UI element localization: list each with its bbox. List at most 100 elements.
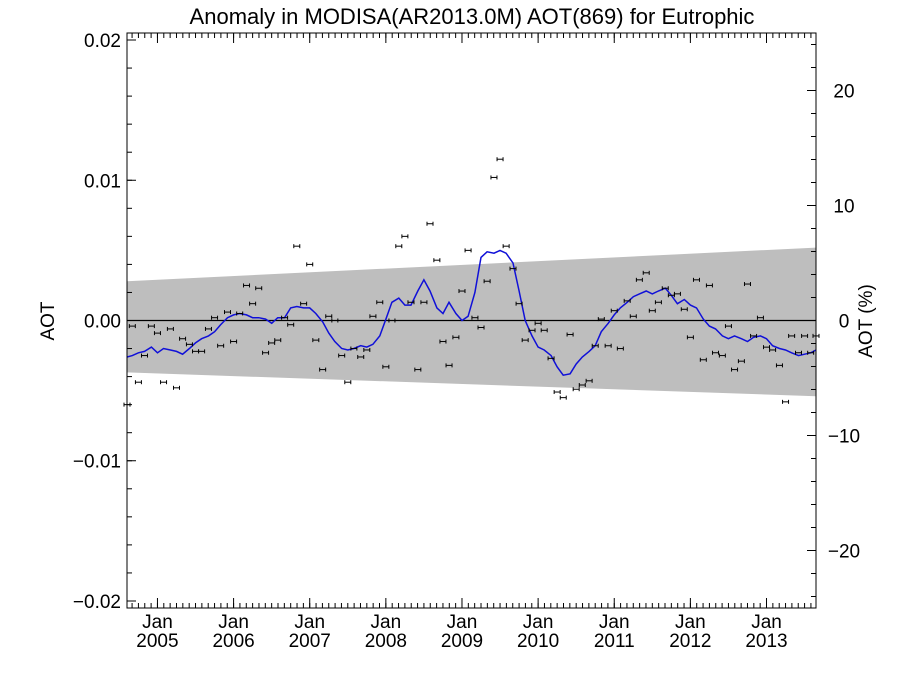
right-tick-label: −20 — [828, 542, 860, 563]
data-point — [141, 353, 149, 358]
data-point — [750, 333, 758, 338]
data-point — [604, 343, 612, 348]
data-point — [534, 321, 542, 326]
data-point — [509, 266, 517, 271]
data-point — [471, 315, 479, 320]
data-point — [217, 343, 225, 348]
monthly-points — [123, 157, 820, 407]
data-point — [566, 332, 574, 337]
data-point — [610, 308, 618, 313]
right-tick-label: 10 — [833, 197, 854, 218]
data-point — [204, 326, 212, 331]
data-point — [198, 349, 206, 354]
data-point — [401, 234, 409, 239]
x-tick-month: Jan — [523, 612, 554, 633]
left-tick-label: 0.00 — [84, 312, 121, 333]
data-point — [395, 244, 403, 249]
data-point — [737, 359, 745, 364]
data-point — [692, 277, 700, 282]
data-point — [255, 286, 263, 291]
data-point — [306, 262, 314, 267]
data-point — [312, 338, 320, 343]
x-tick-month: Jan — [294, 612, 325, 633]
data-point — [629, 314, 637, 319]
data-point — [388, 318, 396, 323]
chart-title: Anomaly in MODISA(AR2013.0M) AOT(869) fo… — [190, 4, 755, 29]
data-point — [407, 300, 415, 305]
data-point — [338, 353, 346, 358]
data-point — [477, 325, 485, 330]
x-tick-month: Jan — [751, 612, 782, 633]
left-tick-label: 0.01 — [84, 171, 121, 192]
data-point — [801, 333, 809, 338]
right-tick-label: −10 — [828, 427, 860, 448]
data-point — [357, 354, 365, 359]
data-point — [274, 338, 282, 343]
data-point — [502, 244, 510, 249]
band-area — [127, 247, 816, 397]
data-point — [281, 315, 289, 320]
data-point — [458, 289, 466, 294]
data-point — [680, 307, 688, 312]
data-point — [211, 315, 219, 320]
data-point — [153, 331, 161, 336]
x-tick-month: Jan — [599, 612, 630, 633]
data-point — [578, 383, 586, 388]
data-point — [160, 380, 168, 385]
y-axis-label-left: AOT — [38, 301, 59, 340]
data-point — [794, 350, 802, 355]
x-tick-year: 2008 — [365, 631, 407, 652]
data-point — [382, 364, 390, 369]
data-point — [547, 356, 555, 361]
data-point — [414, 367, 422, 372]
data-point — [642, 270, 650, 275]
data-point — [300, 301, 308, 306]
data-point — [540, 328, 548, 333]
data-point — [585, 378, 593, 383]
data-point — [635, 277, 643, 282]
x-tick-year: 2006 — [212, 631, 254, 652]
data-point — [712, 350, 720, 355]
data-point — [559, 395, 567, 400]
data-point — [172, 385, 180, 390]
data-point — [331, 318, 339, 323]
left-tick-label: −0.02 — [73, 592, 121, 613]
data-point — [769, 347, 777, 352]
data-point — [788, 333, 796, 338]
data-point — [420, 300, 428, 305]
data-point — [686, 335, 694, 340]
data-point — [236, 311, 244, 316]
data-point — [243, 283, 251, 288]
data-point — [483, 279, 491, 284]
data-point — [743, 282, 751, 287]
data-point — [185, 342, 193, 347]
data-point — [673, 291, 681, 296]
y-axis-label-right: AOT (%) — [856, 284, 877, 358]
data-point — [807, 350, 815, 355]
data-point — [756, 315, 764, 320]
data-point — [718, 353, 726, 358]
x-tick-month: Jan — [447, 612, 478, 633]
data-point — [230, 339, 238, 344]
x-tick-year: 2012 — [669, 631, 711, 652]
data-point — [166, 326, 174, 331]
x-tick-year: 2005 — [136, 631, 178, 652]
data-point — [433, 258, 441, 263]
x-tick-month: Jan — [371, 612, 402, 633]
left-y-axis: 0.02 0.01 0.00 −0.01 −0.02 — [73, 31, 136, 613]
data-point — [452, 335, 460, 340]
data-point — [369, 314, 377, 319]
data-point — [731, 367, 739, 372]
data-point — [654, 300, 662, 305]
data-point — [262, 350, 270, 355]
data-point — [521, 338, 529, 343]
data-point — [496, 157, 504, 162]
data-point — [705, 283, 713, 288]
right-tick-label: 0 — [839, 312, 850, 333]
data-point — [724, 324, 732, 329]
data-point — [147, 324, 155, 329]
data-point — [553, 390, 561, 395]
data-point — [515, 301, 523, 306]
data-point — [128, 324, 136, 329]
